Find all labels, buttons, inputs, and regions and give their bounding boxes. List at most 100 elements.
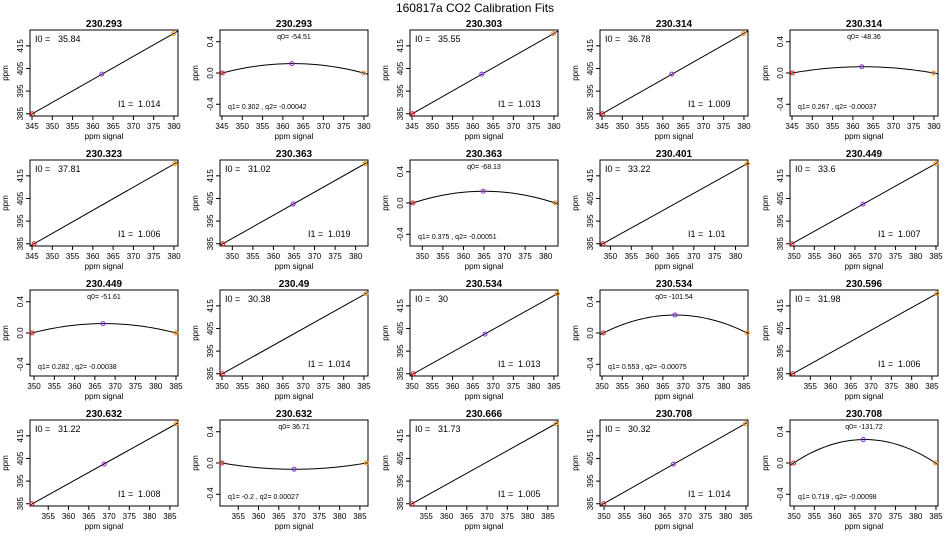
x-tick-label: 355 <box>636 122 650 131</box>
x-tick-label: 360 <box>846 122 860 131</box>
x-tick-label: 385 <box>739 512 753 521</box>
y-tick-label: 395 <box>396 344 405 358</box>
y-tick-label: 0.4 <box>396 166 405 178</box>
y-tick-label: 415 <box>396 429 405 443</box>
y-tick-label: -0.4 <box>396 227 405 241</box>
fit-line <box>600 314 748 336</box>
x-tick-label: 355 <box>618 512 632 521</box>
y-tick-label: 395 <box>586 474 595 488</box>
y-axis-label: ppm <box>761 325 770 341</box>
x-tick-label: 360 <box>828 512 842 521</box>
panel-title: 230.708 <box>656 409 693 420</box>
y-tick-label: 405 <box>776 191 785 205</box>
panel-title: 230.632 <box>276 409 313 420</box>
data-point <box>552 200 558 206</box>
x-tick-label: 370 <box>868 252 882 261</box>
fit-line <box>410 190 558 205</box>
y-tick-label: 405 <box>776 321 785 335</box>
data-point <box>479 71 485 77</box>
x-tick-label: 355 <box>232 512 246 521</box>
y-axis-label: ppm <box>191 325 200 341</box>
i0-value: 31.98 <box>818 294 841 304</box>
i0-label: I0 = <box>225 294 240 304</box>
data-point <box>220 241 226 247</box>
panel-11: 230.449 350 355 360 365 370 375 380 385 -0.4 0.0 0.… <box>1 279 183 401</box>
panel-4: 230.314 345 350 355 360 365 370 375 380 385 395 405… <box>571 19 751 141</box>
y-tick-label: 0.4 <box>586 296 595 308</box>
x-axis-label: ppm signal <box>845 132 884 141</box>
y-tick-label: 415 <box>586 429 595 443</box>
i0-label: I0 = <box>605 164 620 174</box>
i1-value: 1.013 <box>518 99 541 109</box>
x-tick-label: 350 <box>787 512 801 521</box>
i1-label: I1 = <box>498 359 513 369</box>
y-tick-label: 415 <box>586 39 595 53</box>
data-point <box>860 437 866 443</box>
i1-label: I1 = <box>878 229 893 239</box>
fit-line <box>790 439 938 466</box>
x-tick-label: 370 <box>308 252 322 261</box>
q0-annotation: q0= -51.61 <box>87 294 121 301</box>
y-tick-label: 0.4 <box>776 426 785 438</box>
x-tick-label: 350 <box>595 382 609 391</box>
x-tick-label: 380 <box>719 512 733 521</box>
x-tick-label: 355 <box>256 122 270 131</box>
x-tick-label: 380 <box>737 122 751 131</box>
x-tick-label: 360 <box>656 122 670 131</box>
x-tick-label: 380 <box>905 382 919 391</box>
data-point <box>790 371 796 377</box>
x-tick-label: 360 <box>828 252 842 261</box>
panel-title: 230.323 <box>86 149 123 160</box>
x-axis-label: ppm signal <box>85 262 124 271</box>
i1-value: 1.014 <box>328 359 351 369</box>
i1-value: 1.009 <box>708 99 731 109</box>
y-tick-label: 415 <box>396 39 405 53</box>
x-tick-label: 360 <box>68 382 82 391</box>
plot-frame <box>789 159 939 247</box>
x-tick-label: 375 <box>527 122 541 131</box>
i0-value: 31.73 <box>438 424 461 434</box>
y-tick-label: 385 <box>206 367 215 381</box>
data-point <box>933 161 939 167</box>
data-point <box>741 31 747 37</box>
panel-15: 230.596 355 360 365 370 375 380 385 385 395 405 415… <box>761 279 940 401</box>
data-point <box>410 371 416 377</box>
x-tick-label: 380 <box>149 382 163 391</box>
x-tick-label: 350 <box>215 382 229 391</box>
x-tick-label: 370 <box>127 122 141 131</box>
fit-line <box>790 162 938 246</box>
x-tick-label: 350 <box>226 252 240 261</box>
x-tick-label: 350 <box>597 512 611 521</box>
x-tick-label: 375 <box>317 382 331 391</box>
x-tick-label: 370 <box>296 382 310 391</box>
data-point <box>669 71 675 77</box>
x-axis-label: ppm signal <box>85 132 124 141</box>
x-axis-label: ppm signal <box>275 522 314 531</box>
i1-label: I1 = <box>878 359 893 369</box>
x-tick-label: 370 <box>676 382 690 391</box>
y-tick-label: 0.4 <box>206 36 215 48</box>
data-point <box>171 31 177 37</box>
x-tick-label: 375 <box>501 512 515 521</box>
x-tick-label: 380 <box>167 122 181 131</box>
x-tick-label: 360 <box>636 382 650 391</box>
data-point <box>744 330 750 336</box>
x-tick-label: 385 <box>541 512 555 521</box>
x-tick-label: 350 <box>27 382 41 391</box>
panel-title: 230.303 <box>466 19 503 30</box>
data-point <box>601 501 607 507</box>
x-tick-label: 365 <box>477 252 491 261</box>
data-point <box>363 460 369 466</box>
i0-label: I0 = <box>35 34 50 44</box>
i0-value: 30 <box>438 294 448 304</box>
fit-line <box>600 421 748 506</box>
x-tick-label: 360 <box>267 252 281 261</box>
y-tick-label: 405 <box>16 61 25 75</box>
x-tick-label: 350 <box>806 122 820 131</box>
x-tick-label: 355 <box>804 382 818 391</box>
x-tick-label: 375 <box>337 122 351 131</box>
x-tick-label: 350 <box>46 122 60 131</box>
i1-value: 1.014 <box>708 489 731 499</box>
panel-10: 230.449 350 355 360 365 370 375 380 385 385 395 405… <box>761 149 943 271</box>
